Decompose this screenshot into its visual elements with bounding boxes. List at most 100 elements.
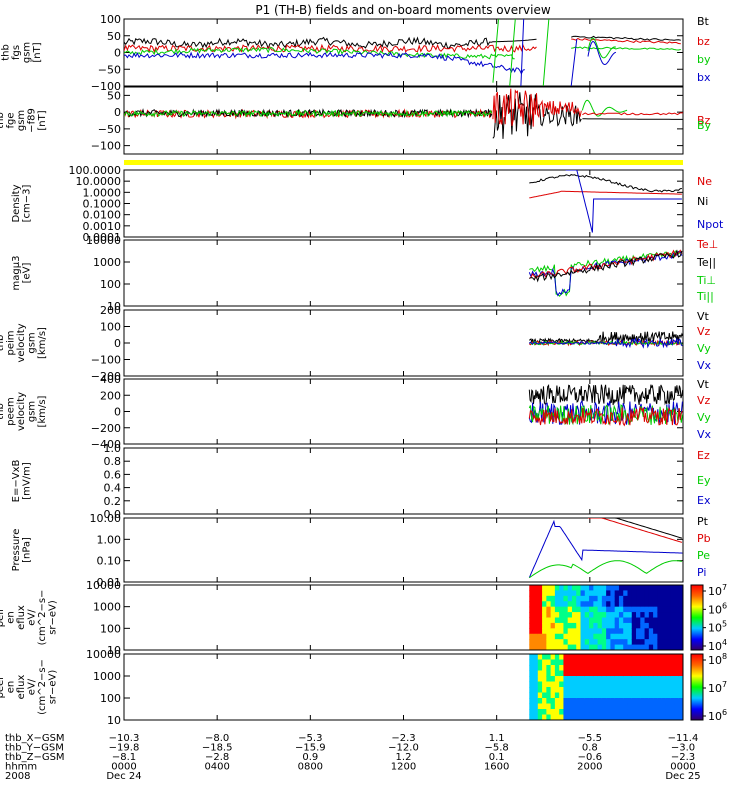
colorbar bbox=[690, 653, 704, 721]
spectrogram-cell bbox=[571, 601, 577, 608]
spectrogram-cell bbox=[631, 681, 637, 688]
spectrogram-cell bbox=[576, 665, 582, 672]
spectrogram-cell bbox=[606, 681, 612, 688]
spectrogram-cell bbox=[644, 628, 650, 635]
line-bz-event bbox=[492, 88, 582, 127]
spectrogram-cell bbox=[653, 714, 658, 720]
panel-6: 400 200 0 −200 −400 thbpeemvelocitygsm[km/s] V… bbox=[0, 373, 712, 451]
spectrogram-cell bbox=[631, 714, 637, 720]
plot-frame bbox=[123, 239, 684, 307]
spectrogram-cell bbox=[546, 692, 552, 699]
spectrogram-cell bbox=[597, 606, 603, 613]
spectrogram-cell bbox=[597, 692, 603, 699]
spectrogram-cell bbox=[661, 639, 667, 646]
y-axis-label-line: peer bbox=[0, 675, 6, 699]
spectrogram-cell bbox=[614, 676, 620, 683]
spectrogram-cell bbox=[653, 659, 658, 666]
spectrogram-cell bbox=[542, 639, 547, 646]
spectrogram-cell bbox=[636, 595, 641, 602]
spectrogram-cell bbox=[670, 606, 676, 613]
spectrogram-cell bbox=[593, 595, 599, 602]
spectrogram-cell bbox=[606, 633, 612, 640]
spectrogram-cell bbox=[636, 659, 641, 666]
spectrogram-cell bbox=[601, 633, 607, 640]
spectrogram-cell bbox=[601, 703, 607, 710]
spectrogram-cell bbox=[601, 617, 607, 624]
spectrogram-cell bbox=[529, 622, 535, 629]
spectrogram-cell bbox=[665, 692, 671, 699]
spectrogram-cell bbox=[657, 714, 663, 720]
spectrogram-cell bbox=[533, 633, 539, 640]
spectrogram-cell bbox=[623, 606, 629, 613]
spectrogram-cell bbox=[644, 659, 650, 666]
line-by-late bbox=[571, 46, 681, 51]
spectrogram-cell bbox=[550, 622, 556, 629]
colorbar-label: 105 bbox=[708, 620, 727, 635]
spectrogram-cell bbox=[648, 633, 654, 640]
spectrogram-cell bbox=[631, 617, 637, 624]
y-tick-label: 100 bbox=[100, 692, 121, 705]
spectrogram-cell bbox=[580, 654, 586, 661]
spectrogram-cell bbox=[623, 633, 629, 640]
spectrogram-cell bbox=[550, 681, 556, 688]
spectrogram-cell bbox=[550, 590, 556, 597]
y-axis-label: thbpeemvelocitygsm[km/s] bbox=[0, 392, 48, 431]
spectrogram-cell bbox=[618, 595, 624, 602]
spectrogram-cell bbox=[618, 703, 624, 710]
spectrogram-cell bbox=[636, 676, 641, 683]
spectrogram-cell bbox=[597, 633, 603, 640]
spectrogram-cell bbox=[554, 670, 560, 677]
y-axis-label-line: [nPa] bbox=[21, 537, 32, 563]
spectrogram-cell bbox=[618, 601, 624, 608]
spectrogram-cell bbox=[571, 709, 577, 716]
spectrogram-cell bbox=[614, 639, 620, 646]
legend-ne: Ne bbox=[697, 175, 712, 188]
spectrogram-cell bbox=[653, 665, 658, 672]
y-axis-label-line: velocity bbox=[16, 392, 27, 431]
spectrogram-cell bbox=[653, 692, 658, 699]
colorbar-label: 107 bbox=[708, 680, 727, 695]
y-tick-label: 0.01 bbox=[97, 576, 122, 589]
y-tick-label: −200 bbox=[91, 422, 121, 435]
y-axis-label-line: peem bbox=[6, 397, 17, 425]
y-axis-label-line: [eV] bbox=[21, 263, 32, 284]
spectrogram-cell bbox=[640, 606, 646, 613]
spectrogram-cell bbox=[627, 585, 633, 592]
spectrogram-cell bbox=[644, 633, 650, 640]
spectrogram-cell bbox=[665, 670, 671, 677]
spectrogram-cell bbox=[559, 681, 565, 688]
spectrogram-cell bbox=[559, 633, 565, 640]
spectrogram-cell bbox=[610, 714, 616, 720]
colorbar-label: 106 bbox=[708, 708, 727, 723]
spectrogram-cell bbox=[678, 606, 683, 613]
spectrogram-cell bbox=[589, 692, 594, 699]
y-tick-label: 200 bbox=[100, 304, 121, 317]
y-tick-label: 0 bbox=[114, 406, 121, 419]
spectrogram-cell bbox=[614, 633, 620, 640]
spectrogram-cell bbox=[584, 681, 590, 688]
spectrogram-cell bbox=[546, 681, 552, 688]
y-axis-label-line: [nT] bbox=[32, 42, 43, 62]
spectrogram-cell bbox=[589, 628, 594, 635]
y-axis-label-line: gsm bbox=[27, 401, 38, 422]
spectrogram-cell bbox=[601, 612, 607, 619]
spectrogram-cell bbox=[623, 703, 629, 710]
spectrogram-cell bbox=[674, 639, 680, 646]
spectrogram-cell bbox=[631, 703, 637, 710]
spectrogram-cell bbox=[529, 703, 535, 710]
spectrogram-cell bbox=[533, 703, 539, 710]
spectrogram-cell bbox=[567, 639, 573, 646]
spectrogram-cell bbox=[627, 612, 633, 619]
spectrogram-cell bbox=[631, 698, 637, 705]
y-tick-label: 100 bbox=[100, 13, 121, 26]
spectrogram-cell bbox=[653, 606, 658, 613]
spectrogram-cell bbox=[589, 654, 594, 661]
y-tick-label: −100 bbox=[91, 140, 121, 153]
spectrogram-cell bbox=[636, 670, 641, 677]
spectrogram-cell bbox=[631, 639, 637, 646]
spectrogram-cell bbox=[661, 654, 667, 661]
spectrogram-cell bbox=[563, 633, 569, 640]
spectrogram-cell bbox=[665, 681, 671, 688]
spectrogram-cell bbox=[644, 698, 650, 705]
spectrogram-cell bbox=[614, 659, 620, 666]
